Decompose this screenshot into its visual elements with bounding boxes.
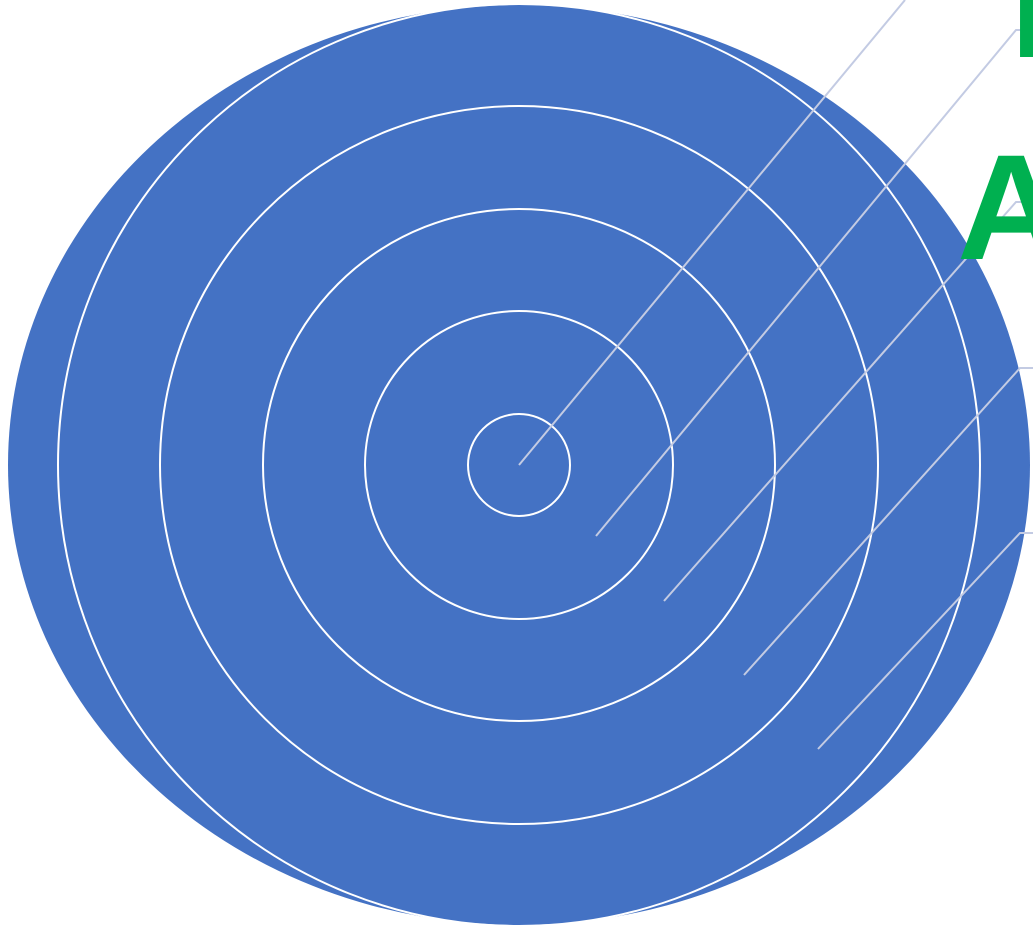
cutoff-heading-fragment-top: I (1010, 0, 1033, 89)
rings-group (57, 3, 981, 927)
ring-1 (467, 413, 571, 517)
ring-3 (262, 208, 776, 722)
leader-line-4 (743, 367, 1033, 676)
leader-line-5 (817, 532, 1033, 750)
leader-lines-group (518, 0, 1033, 750)
ring-4 (159, 105, 879, 825)
ring-2 (364, 310, 674, 620)
cutoff-heading-fragment-a: A (957, 123, 1033, 291)
leader-line-2 (595, 29, 1033, 537)
leader-line-3 (663, 201, 1033, 602)
ring-5 (57, 3, 981, 927)
leader-line-1 (518, 0, 906, 466)
